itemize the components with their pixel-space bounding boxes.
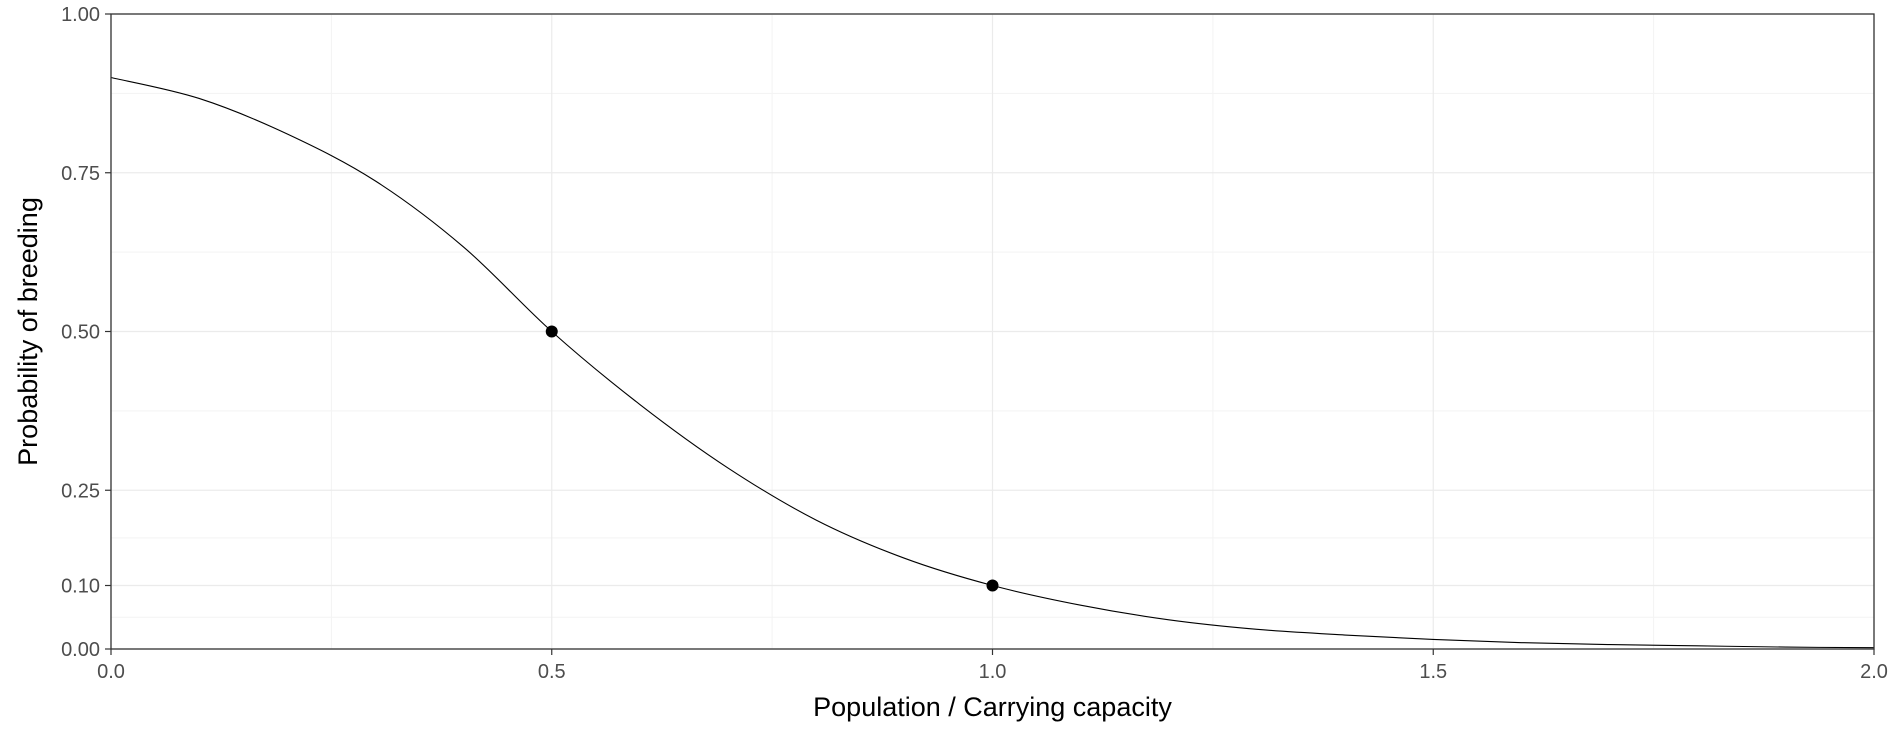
y-tick-label: 0.00 — [61, 639, 100, 661]
x-tick-label: 0.0 — [97, 661, 125, 683]
x-tick-label: 1.0 — [979, 661, 1007, 683]
y-tick-label: 0.50 — [61, 322, 100, 344]
data-point — [545, 325, 558, 338]
y-tick-label: 0.75 — [61, 163, 100, 185]
series-line — [110, 76, 1875, 649]
grid-major-lines — [110, 13, 1875, 650]
series-layer — [110, 76, 1875, 649]
y-axis: 0.00 0.10 0.25 0.50 0.75 1.00 — [61, 4, 111, 661]
x-axis-title: Population / Carrying capacity — [813, 692, 1172, 722]
x-tick-label: 2.0 — [1860, 661, 1888, 683]
y-tick-label: 0.25 — [61, 480, 100, 502]
y-tick-label: 1.00 — [61, 4, 100, 26]
x-tick-label: 0.5 — [538, 661, 566, 683]
y-tick-label: 0.10 — [61, 576, 100, 598]
y-axis-title: Probability of breeding — [13, 197, 43, 466]
x-axis: 0.0 0.5 1.0 1.5 2.0 — [97, 649, 1888, 683]
data-point — [986, 579, 999, 592]
x-tick-label: 1.5 — [1419, 661, 1447, 683]
points-layer — [545, 325, 999, 592]
